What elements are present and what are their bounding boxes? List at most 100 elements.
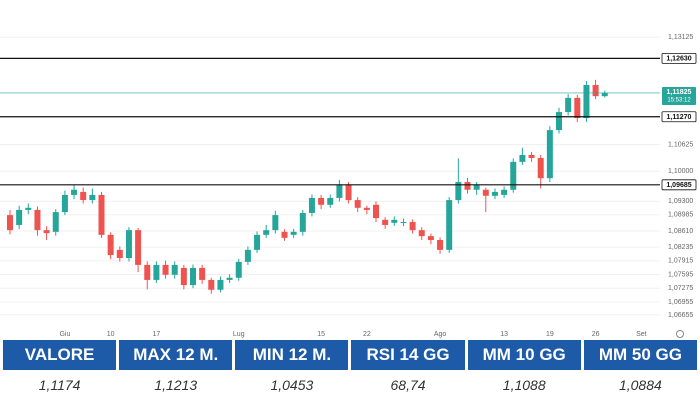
candle-body — [171, 264, 178, 275]
candle-body — [574, 97, 581, 119]
candle-body — [16, 209, 23, 225]
candle-body — [61, 194, 68, 213]
x-tick-label: Giu — [59, 331, 70, 338]
candle-body — [455, 182, 462, 201]
header-cell: MM 50 GG — [583, 340, 697, 370]
value-cell: 1,1088 — [502, 377, 546, 393]
candle-body — [519, 154, 526, 162]
value-cell: 1,0884 — [618, 377, 662, 393]
y-tick-label: 1,07915 — [668, 258, 693, 265]
candle-body — [98, 194, 105, 235]
candle-body — [473, 185, 480, 190]
candle-body — [565, 97, 572, 113]
candle-body — [510, 161, 517, 190]
y-tick-label: 1,08235 — [668, 244, 693, 251]
candle-body — [52, 212, 59, 232]
header-row: VALORE MAX 12 M. MIN 12 M. RSI 14 GG MM 10 G… — [3, 340, 697, 370]
candle-body — [446, 200, 453, 250]
last-price-box — [662, 86, 696, 105]
candle-body — [135, 230, 142, 265]
x-tick-label: 19 — [546, 331, 554, 338]
header-cell: MM 10 GG — [467, 340, 581, 370]
candle-body — [80, 191, 87, 201]
level-label: 1,09685 — [666, 182, 691, 189]
candle-body — [263, 230, 270, 235]
y-tick-label: 1,10000 — [668, 168, 693, 175]
candle-body — [43, 230, 50, 234]
candle-body — [71, 189, 78, 195]
candle-body — [235, 261, 242, 278]
candle-body — [528, 154, 535, 158]
header-cell: MAX 12 M. — [119, 340, 233, 370]
candle-body — [290, 231, 297, 235]
candle-body — [345, 185, 352, 201]
y-tick-label: 1,08610 — [668, 228, 693, 235]
candle-body — [400, 221, 407, 223]
candle-body — [34, 209, 41, 231]
level-label: 1,12630 — [666, 56, 691, 63]
candle-body — [226, 277, 233, 280]
candle-body — [363, 207, 370, 210]
candle-body — [418, 230, 425, 237]
y-tick-label: 1,06655 — [668, 312, 693, 319]
y-tick-label: 1,06955 — [668, 299, 693, 306]
x-tick-label: 10 — [107, 331, 115, 338]
last-price-time: 15:53:12 — [667, 98, 691, 104]
candle-body — [437, 239, 444, 250]
value-cell: 1,1174 — [38, 377, 81, 393]
candle-body — [116, 249, 123, 259]
level-box — [661, 179, 697, 191]
candle-body — [125, 230, 132, 259]
candle-body — [491, 191, 498, 196]
x-tick-label: 15 — [317, 331, 325, 338]
y-tick-label: 1,07595 — [668, 271, 693, 278]
settings-icon — [676, 330, 684, 338]
candle-body — [144, 264, 151, 280]
level-box — [661, 111, 697, 123]
candle-body — [501, 189, 508, 195]
value-cell: 1,0453 — [270, 377, 314, 393]
candle-body — [308, 197, 315, 213]
candle-body — [162, 264, 169, 275]
x-tick-label: 13 — [500, 331, 508, 338]
y-tick-label: 1,10625 — [668, 141, 693, 148]
x-tick-label: Ago — [434, 331, 447, 338]
header-cell: VALORE — [3, 340, 117, 370]
value-cell: 1,1213 — [154, 377, 198, 393]
candle-body — [272, 215, 279, 231]
candle-body — [583, 85, 590, 119]
candle-body — [382, 219, 389, 225]
candle-body — [199, 267, 206, 280]
header-cell: MIN 12 M. — [235, 340, 349, 370]
value-row: 1,1174 1,1213 1,0453 68,74 1,1088 1,0884 — [3, 370, 697, 400]
candle-body — [556, 112, 562, 131]
candle-body — [153, 264, 160, 280]
candle-body — [107, 234, 114, 256]
candle-body — [336, 185, 343, 198]
candle-body — [190, 267, 196, 286]
candle-body — [7, 215, 13, 231]
candle-body — [601, 92, 608, 97]
candle-body — [180, 267, 187, 286]
level-box — [661, 52, 697, 64]
y-tick-label: 1,07275 — [668, 285, 693, 292]
x-tick-label: Set — [636, 331, 647, 338]
candle-body — [354, 200, 361, 208]
x-tick-label: 26 — [592, 331, 600, 338]
candle-body — [592, 85, 599, 97]
candle-body — [373, 204, 379, 219]
candle-body — [299, 212, 306, 232]
x-tick-label: 22 — [363, 331, 371, 338]
candle-body — [25, 207, 32, 210]
candle-body — [391, 219, 398, 223]
chart: 1,13125 1,10625 1,10000 1,09300 1,08985 1,086… — [0, 34, 697, 338]
candle-body — [537, 157, 544, 179]
candle-body — [208, 279, 215, 290]
y-tick-label: 1,08985 — [668, 212, 693, 219]
last-price-label: 1,11825 — [667, 89, 692, 96]
candle-body — [254, 234, 261, 250]
candle-body — [244, 249, 251, 262]
candle-body — [281, 231, 288, 238]
candle-body — [546, 130, 553, 179]
